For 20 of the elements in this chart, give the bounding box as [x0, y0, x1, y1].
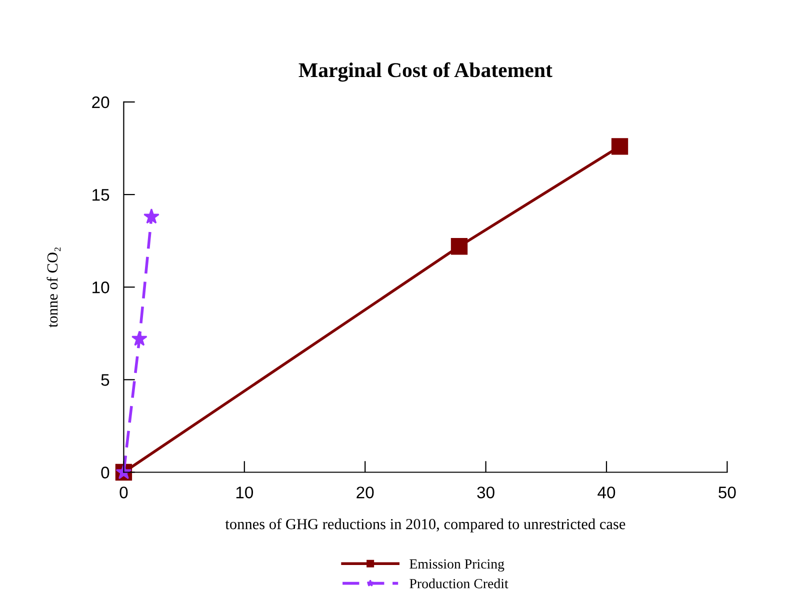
x-tick-label: 30: [477, 486, 494, 498]
x-tick-label: 50: [718, 486, 736, 498]
point: [611, 138, 628, 155]
x-tick-label: 20: [356, 486, 374, 498]
x-tick-label: 10: [236, 486, 254, 498]
legend-label: Emission Pricing: [410, 559, 504, 572]
y-axis-title: tonne of CO₂: [46, 248, 61, 328]
point: [450, 238, 468, 255]
x-tick-label: 40: [598, 486, 616, 498]
y-tick-label: 10: [92, 282, 110, 294]
y-tick-label: 5: [101, 374, 110, 386]
y-tick-label: 0: [101, 466, 110, 478]
y-tick-label: 20: [92, 96, 110, 108]
x-axis-title: tonnes of GHG reductions in 2010, compared to unrestricted case: [225, 518, 626, 532]
chart-title: Marginal Cost of Abatement: [298, 62, 552, 82]
point: [144, 208, 160, 224]
x-tick-label: 0: [120, 486, 128, 498]
y-tick-label: 15: [92, 189, 110, 201]
point: [131, 330, 148, 346]
legend-label: Production Credit: [410, 578, 508, 588]
